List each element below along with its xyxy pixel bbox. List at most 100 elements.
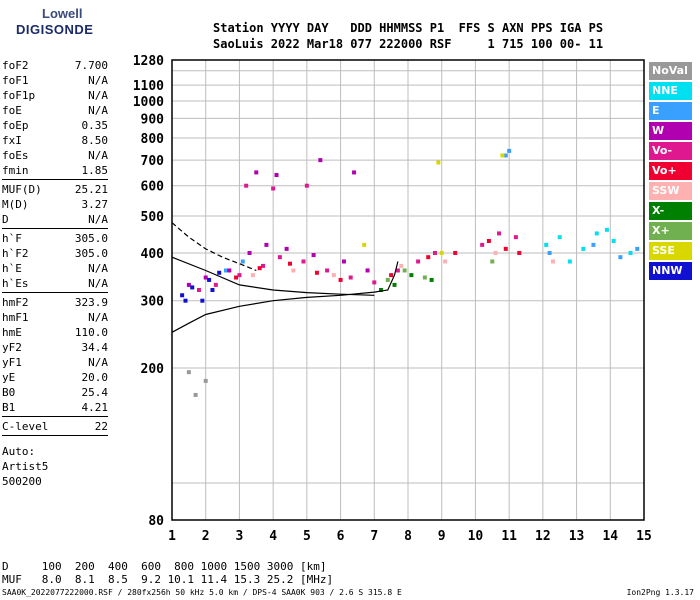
x-tick-label: 13 bbox=[569, 529, 585, 544]
muf-value-row: MUF 8.0 8.1 8.5 9.2 10.1 11.4 15.3 25.2 … bbox=[2, 573, 334, 586]
data-point bbox=[227, 268, 232, 273]
data-point bbox=[338, 277, 343, 282]
data-point bbox=[186, 282, 191, 287]
legend-item-vo-: Vo- bbox=[649, 142, 692, 160]
data-point bbox=[190, 285, 195, 290]
x-tick-label: 8 bbox=[404, 529, 412, 544]
trace-curve bbox=[171, 222, 257, 272]
data-point bbox=[264, 242, 269, 247]
data-point bbox=[426, 255, 431, 260]
param-name: MUF(D) bbox=[2, 183, 42, 196]
x-tick-label: 5 bbox=[303, 529, 311, 544]
data-point bbox=[439, 250, 444, 255]
data-point bbox=[311, 253, 316, 258]
param-separator bbox=[2, 435, 108, 436]
data-point bbox=[618, 255, 623, 260]
legend-item-nne: NNE bbox=[649, 82, 692, 100]
param-name: C-level bbox=[2, 420, 49, 433]
param-row: yE 20.0 bbox=[2, 370, 108, 385]
data-point bbox=[213, 282, 218, 287]
param-name: yF2 bbox=[2, 341, 22, 354]
param-value: 3.27 bbox=[81, 198, 109, 211]
param-row: foF2 7.700 bbox=[2, 58, 108, 73]
param-name: M(D) bbox=[2, 198, 29, 211]
param-value: 1.85 bbox=[81, 164, 109, 177]
param-value: N/A bbox=[88, 311, 108, 324]
legend: NoVal NNE E W Vo- Vo+ SSW X- X+ SSE NNW bbox=[649, 62, 692, 282]
y-tick-label: 800 bbox=[141, 132, 165, 147]
param-name: D bbox=[2, 213, 9, 226]
data-point bbox=[284, 246, 289, 251]
param-value: N/A bbox=[88, 262, 108, 275]
y-tick-label: 1280 bbox=[133, 54, 164, 69]
legend-item-x-: X- bbox=[649, 202, 692, 220]
trace-curve bbox=[171, 261, 399, 333]
data-point bbox=[247, 250, 252, 255]
header-line2: SaoLuis 2022 Mar18 077 222000 RSF 1 715 … bbox=[213, 37, 604, 51]
param-value: 4.21 bbox=[81, 401, 109, 414]
param-row: hmF1 N/A bbox=[2, 310, 108, 325]
y-tick-label: 80 bbox=[148, 514, 164, 529]
data-point bbox=[318, 158, 323, 163]
legend-item-vo-: Vo+ bbox=[649, 162, 692, 180]
data-point bbox=[422, 275, 427, 280]
param-row: foEs N/A bbox=[2, 148, 108, 163]
param-row: M(D) 3.27 bbox=[2, 197, 108, 212]
y-tick-label: 1000 bbox=[133, 95, 164, 110]
data-point bbox=[274, 173, 279, 177]
param-value: N/A bbox=[88, 74, 108, 87]
param-separator bbox=[2, 228, 108, 229]
legend-item-x-: X+ bbox=[649, 222, 692, 240]
data-point bbox=[240, 259, 245, 264]
data-point bbox=[429, 277, 434, 282]
param-value: N/A bbox=[88, 89, 108, 102]
y-tick-label: 400 bbox=[141, 247, 165, 262]
param-row: h`E N/A bbox=[2, 261, 108, 276]
y-tick-label: 500 bbox=[141, 210, 165, 225]
legend-item-w: W bbox=[649, 122, 692, 140]
param-row: h`Es N/A bbox=[2, 276, 108, 291]
plot-frame bbox=[171, 59, 645, 521]
data-point bbox=[611, 238, 616, 243]
param-value: 25.4 bbox=[81, 386, 109, 399]
param-value: 110.0 bbox=[74, 326, 108, 339]
muf-table: D 100 200 400 600 800 1000 1500 3000 [km… bbox=[2, 560, 333, 586]
data-point bbox=[635, 246, 640, 251]
auto-line3: 500200 bbox=[2, 475, 42, 488]
param-row: B1 4.21 bbox=[2, 400, 108, 415]
data-point bbox=[436, 160, 441, 165]
data-point bbox=[183, 298, 188, 303]
param-name: foEs bbox=[2, 149, 29, 162]
x-tick-label: 9 bbox=[438, 529, 446, 544]
data-point bbox=[257, 266, 262, 271]
data-point bbox=[186, 370, 191, 375]
data-point bbox=[517, 250, 522, 255]
param-name: hmF1 bbox=[2, 311, 29, 324]
param-row: fxI 8.50 bbox=[2, 133, 108, 148]
param-row: yF2 34.4 bbox=[2, 340, 108, 355]
param-value: 8.50 bbox=[81, 134, 109, 147]
param-name: h`F2 bbox=[2, 247, 29, 260]
data-point bbox=[331, 273, 336, 278]
param-name: foE bbox=[2, 104, 22, 117]
data-point bbox=[486, 238, 491, 243]
y-tick-label: 300 bbox=[141, 295, 165, 310]
x-tick-label: 15 bbox=[636, 529, 652, 544]
param-value: 305.0 bbox=[74, 247, 108, 260]
data-point bbox=[261, 263, 266, 268]
x-tick-label: 6 bbox=[337, 529, 345, 544]
trace-curve bbox=[171, 256, 375, 296]
data-point bbox=[234, 275, 239, 280]
param-name: h`F bbox=[2, 232, 22, 245]
param-value: 20.0 bbox=[81, 371, 109, 384]
param-name: hmE bbox=[2, 326, 22, 339]
param-row: B0 25.4 bbox=[2, 385, 108, 400]
muf-distance-row: D 100 200 400 600 800 1000 1500 3000 [km… bbox=[2, 560, 327, 573]
x-tick-label: 11 bbox=[501, 529, 517, 544]
version-label: Ion2Png 1.3.17 bbox=[626, 588, 694, 597]
data-point bbox=[217, 270, 222, 275]
data-point bbox=[210, 288, 215, 292]
file-footer: SAA0K_2022077222000.RSF / 280fx256h 50 k… bbox=[2, 588, 402, 597]
param-value: 7.700 bbox=[74, 59, 108, 72]
